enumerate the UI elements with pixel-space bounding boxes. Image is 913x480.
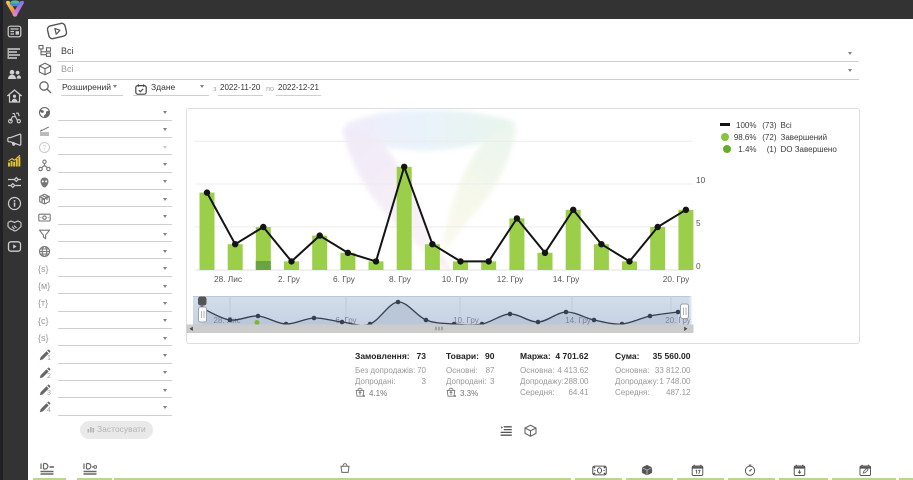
svg-text:12. Гру: 12. Гру bbox=[497, 274, 524, 284]
svg-text:14. Гру: 14. Гру bbox=[565, 316, 591, 325]
svg-text:20. Гру: 20. Гру bbox=[663, 274, 690, 284]
svg-text:28. Лис: 28. Лис bbox=[213, 316, 240, 325]
svg-text:2. Гру: 2. Гру bbox=[278, 274, 301, 284]
svg-text:?: ? bbox=[43, 145, 47, 152]
svg-text:6. Гру: 6. Гру bbox=[333, 274, 356, 284]
svg-text:6. Гру: 6. Гру bbox=[335, 316, 356, 325]
svg-text:5: 5 bbox=[696, 218, 701, 228]
svg-text:10: 10 bbox=[696, 175, 706, 185]
svg-text:10. Гру: 10. Гру bbox=[442, 274, 469, 284]
svg-text:10. Гру: 10. Гру bbox=[453, 316, 479, 325]
svg-text:14. Гру: 14. Гру bbox=[553, 274, 580, 284]
svg-text:28. Лис: 28. Лис bbox=[214, 274, 242, 284]
svg-text:0: 0 bbox=[696, 261, 701, 271]
svg-text:20. Гру: 20. Гру bbox=[665, 316, 691, 325]
svg-text:8. Гру: 8. Гру bbox=[389, 274, 412, 284]
